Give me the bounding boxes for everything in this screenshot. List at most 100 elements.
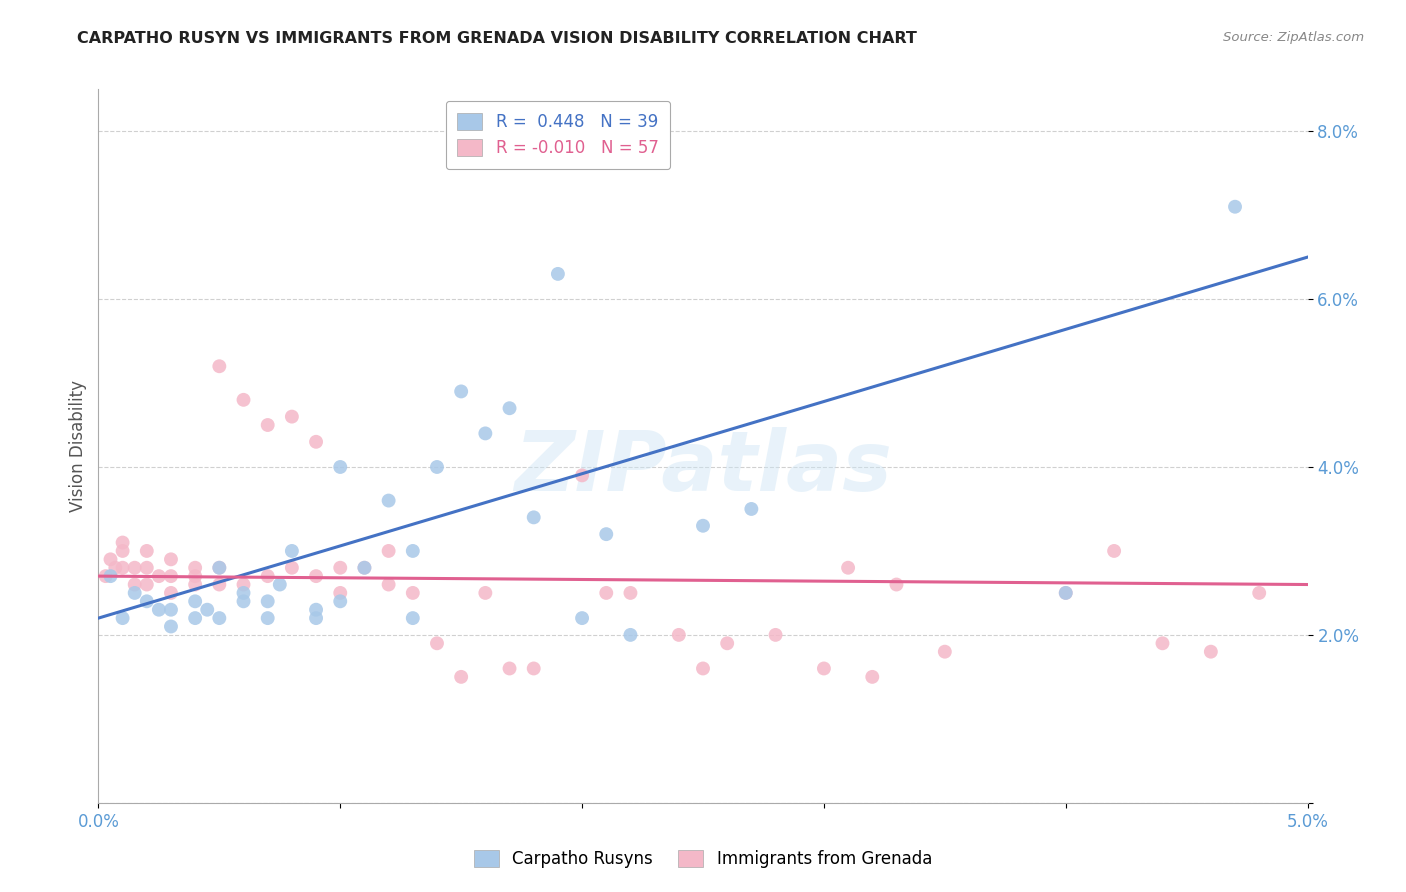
- Text: CARPATHO RUSYN VS IMMIGRANTS FROM GRENADA VISION DISABILITY CORRELATION CHART: CARPATHO RUSYN VS IMMIGRANTS FROM GRENAD…: [77, 31, 917, 46]
- Point: [523, 510, 546, 524]
- Point: [402, 544, 425, 558]
- Point: [111, 544, 134, 558]
- Point: [740, 502, 762, 516]
- Point: [426, 636, 449, 650]
- Point: [450, 384, 472, 399]
- Point: [547, 267, 569, 281]
- Point: [329, 560, 352, 574]
- Point: [208, 560, 231, 574]
- Point: [1102, 544, 1125, 558]
- Point: [765, 628, 787, 642]
- Point: [860, 670, 883, 684]
- Point: [1223, 200, 1246, 214]
- Point: [281, 560, 304, 574]
- Point: [124, 560, 146, 574]
- Point: [619, 628, 641, 642]
- Point: [474, 586, 496, 600]
- Point: [111, 611, 134, 625]
- Point: [124, 577, 146, 591]
- Legend: R =  0.448   N = 39, R = -0.010   N = 57: R = 0.448 N = 39, R = -0.010 N = 57: [446, 101, 671, 169]
- Point: [450, 670, 472, 684]
- Point: [135, 577, 157, 591]
- Point: [353, 560, 375, 574]
- Legend: Carpatho Rusyns, Immigrants from Grenada: Carpatho Rusyns, Immigrants from Grenada: [467, 843, 939, 875]
- Point: [111, 535, 134, 549]
- Point: [208, 359, 231, 374]
- Point: [329, 594, 352, 608]
- Point: [184, 594, 207, 608]
- Point: [571, 611, 593, 625]
- Point: [160, 603, 183, 617]
- Point: [104, 560, 127, 574]
- Point: [208, 577, 231, 591]
- Point: [94, 569, 117, 583]
- Point: [100, 552, 122, 566]
- Point: [232, 392, 254, 407]
- Point: [426, 460, 449, 475]
- Point: [1199, 645, 1222, 659]
- Point: [377, 544, 399, 558]
- Point: [1054, 586, 1077, 600]
- Point: [474, 426, 496, 441]
- Point: [184, 577, 207, 591]
- Point: [668, 628, 690, 642]
- Point: [329, 586, 352, 600]
- Point: [124, 586, 146, 600]
- Point: [934, 645, 956, 659]
- Point: [232, 594, 254, 608]
- Point: [716, 636, 738, 650]
- Point: [256, 417, 278, 432]
- Point: [184, 569, 207, 583]
- Point: [402, 611, 425, 625]
- Point: [305, 569, 328, 583]
- Point: [619, 586, 641, 600]
- Point: [256, 594, 278, 608]
- Point: [305, 603, 328, 617]
- Point: [498, 661, 520, 675]
- Point: [329, 460, 352, 475]
- Point: [208, 560, 231, 574]
- Point: [269, 577, 291, 591]
- Point: [111, 560, 134, 574]
- Point: [184, 560, 207, 574]
- Point: [160, 569, 183, 583]
- Point: [135, 594, 157, 608]
- Point: [813, 661, 835, 675]
- Point: [208, 611, 231, 625]
- Point: [837, 560, 859, 574]
- Point: [595, 527, 617, 541]
- Point: [402, 586, 425, 600]
- Point: [692, 518, 714, 533]
- Point: [160, 619, 183, 633]
- Point: [1249, 586, 1271, 600]
- Point: [498, 401, 520, 416]
- Point: [886, 577, 908, 591]
- Point: [148, 569, 170, 583]
- Point: [195, 603, 218, 617]
- Point: [305, 611, 328, 625]
- Point: [571, 468, 593, 483]
- Point: [135, 544, 157, 558]
- Y-axis label: Vision Disability: Vision Disability: [69, 380, 87, 512]
- Point: [184, 611, 207, 625]
- Point: [595, 586, 617, 600]
- Point: [353, 560, 375, 574]
- Point: [377, 577, 399, 591]
- Point: [1152, 636, 1174, 650]
- Point: [160, 552, 183, 566]
- Point: [100, 569, 122, 583]
- Point: [160, 586, 183, 600]
- Text: Source: ZipAtlas.com: Source: ZipAtlas.com: [1223, 31, 1364, 45]
- Text: ZIPatlas: ZIPatlas: [515, 427, 891, 508]
- Point: [135, 560, 157, 574]
- Point: [1054, 586, 1077, 600]
- Point: [256, 611, 278, 625]
- Point: [377, 493, 399, 508]
- Point: [281, 544, 304, 558]
- Point: [305, 434, 328, 449]
- Point: [692, 661, 714, 675]
- Point: [281, 409, 304, 424]
- Point: [232, 586, 254, 600]
- Point: [232, 577, 254, 591]
- Point: [148, 603, 170, 617]
